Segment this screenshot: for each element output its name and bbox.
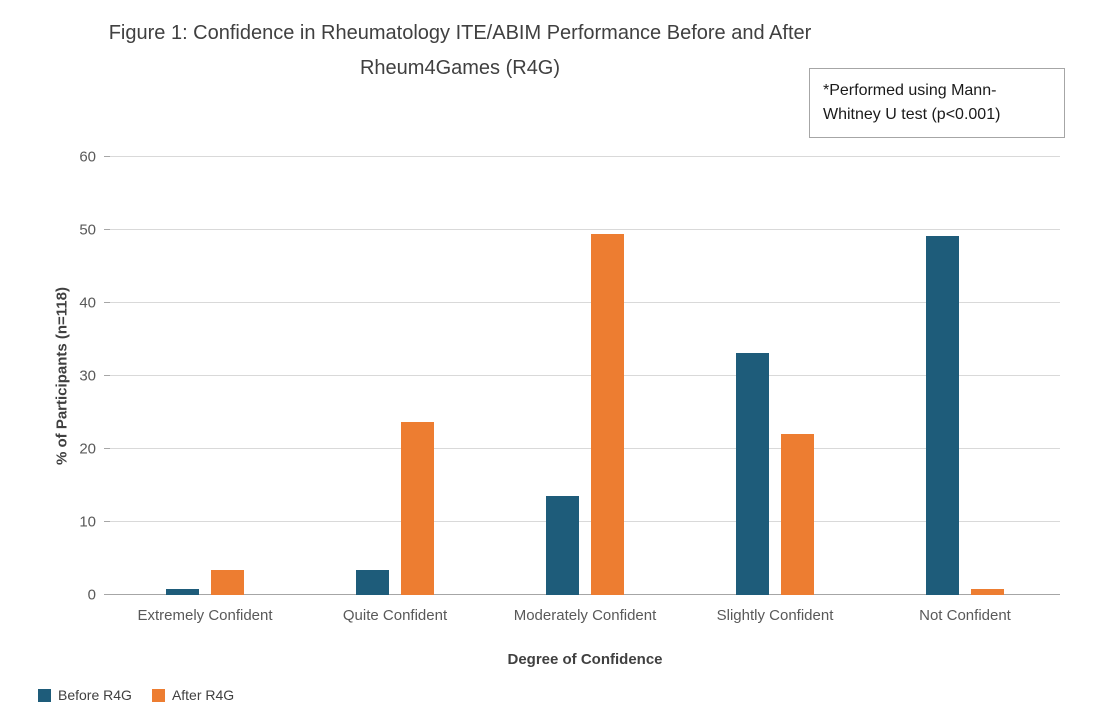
y-tick-label: 50 [79,221,96,239]
y-tick-label: 60 [79,148,96,166]
annotation-text: *Performed using Mann-Whitney U test (p<… [823,82,1001,123]
bar-before-r4g-moderately-confident [546,495,579,595]
gridline [110,375,1060,376]
y-tick-label: 10 [79,513,96,531]
legend: Before R4G After R4G [38,687,234,703]
bar-after-r4g-moderately-confident [591,233,624,595]
bar-after-r4g-not-confident [971,589,1004,595]
legend-swatch-before-r4g [38,688,51,702]
bar-after-r4g-slightly-confident [781,434,814,595]
legend-item-after-r4g: After R4G [151,687,235,703]
gridline [110,521,1060,523]
bar-before-r4g-slightly-confident [736,353,769,595]
x-tick-label-extremely-confident: Extremely Confident [137,607,273,624]
x-tick-label-not-confident: Not Confident [919,607,1011,624]
y-tick-label: 20 [79,440,96,458]
gridline [110,229,1060,230]
y-axis-tickmark [104,375,110,376]
bar-before-r4g-extremely-confident [166,589,199,595]
chart-title-line-2: Rheum4Games (R4G) [359,57,561,79]
y-axis-tickmark [104,229,110,230]
bar-group-slightly-confident [680,157,870,595]
y-axis-tickmark [104,156,110,157]
y-tick-label: 40 [79,294,96,312]
x-tick-label-moderately-confident: Moderately Confident [513,607,657,624]
chart-title-line-1: Figure 1: Confidence in Rheumatology ITE… [108,22,812,44]
legend-label-before-r4g: Before R4G [58,687,132,703]
annotation-box: *Performed using Mann-Whitney U test (p<… [809,68,1065,138]
y-tick-label: 0 [87,586,96,604]
x-axis-line [110,594,1060,595]
bar-group-quite-confident [300,157,490,595]
y-axis-title: % of Participants (n=118) [53,287,71,465]
bar-after-r4g-extremely-confident [211,570,244,595]
y-tick-label: 30 [79,367,96,385]
plot-area: 0 10 20 30 40 50 60 [79,149,1060,604]
gridline [110,302,1060,304]
bar-group-moderately-confident [490,157,680,595]
x-axis-tick-labels: Extremely Confident Quite Confident Modera… [110,607,1060,624]
y-axis-tickmark [104,448,110,450]
bar-group-not-confident [870,157,1060,595]
y-axis-tickmark [104,521,110,523]
bar-before-r4g-quite-confident [356,570,389,595]
bar-after-r4g-quite-confident [401,422,434,595]
x-tick-label-slightly-confident: Slightly Confident [716,607,834,624]
gridline [110,448,1060,450]
x-axis-title: Degree of Confidence [507,651,663,668]
legend-swatch-after-r4g [151,688,165,702]
gridline [110,156,1060,157]
bar-group-extremely-confident [110,157,300,595]
legend-item-before-r4g: Before R4G [38,687,132,703]
x-tick-label-quite-confident: Quite Confident [342,607,448,624]
chart-title: Figure 1: Confidence in Rheumatology ITE… [0,16,920,86]
legend-label-after-r4g: After R4G [171,687,235,703]
bars-row [110,157,1060,595]
bar-before-r4g-not-confident [926,235,959,595]
y-axis-tickmark [104,302,110,304]
y-axis-tickmark [104,594,110,595]
